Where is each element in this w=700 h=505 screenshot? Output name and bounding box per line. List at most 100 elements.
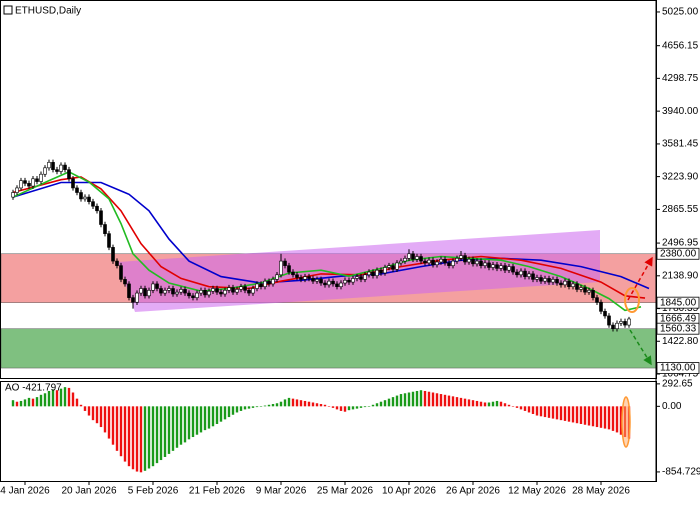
candle-body — [559, 282, 563, 286]
level-box — [656, 247, 700, 260]
candle-body — [603, 311, 607, 317]
candle-body — [571, 283, 575, 287]
oscillator-bar — [243, 406, 247, 410]
candle-body — [619, 321, 623, 324]
highlight — [621, 396, 631, 448]
candle-body — [167, 288, 171, 291]
oscillator-bar — [231, 406, 235, 415]
candle-body — [415, 256, 419, 260]
candle-body — [39, 173, 43, 182]
oscillator-bar — [383, 400, 387, 407]
oscillator-bar — [307, 401, 311, 407]
oscillator-bar — [235, 406, 239, 413]
oscillator-bar — [615, 406, 619, 433]
oscillator-label: AO -421.797 — [5, 383, 62, 394]
symbol-icon — [3, 5, 13, 15]
oscillator-bar — [559, 406, 563, 421]
candle-body — [199, 290, 203, 294]
oscillator-bar — [415, 390, 419, 407]
oscillator-bar — [79, 404, 83, 407]
candle-body — [367, 271, 371, 276]
oscillator-bar — [247, 406, 251, 409]
candle-body — [599, 301, 603, 312]
y-tick-label: 2496.95 — [662, 238, 699, 249]
candle-body — [255, 283, 259, 289]
candle-body — [343, 279, 347, 284]
candle-body — [623, 321, 627, 326]
candle-body — [155, 283, 159, 289]
candle-body — [223, 290, 227, 295]
oscillator-bar — [587, 406, 591, 426]
candle-body — [27, 183, 31, 187]
oscillator-bar — [215, 406, 219, 424]
candle-body — [299, 277, 303, 280]
oscillator-bar — [323, 404, 327, 407]
candle-body — [591, 290, 595, 298]
oscillator-bar — [319, 404, 323, 407]
oscillator-bar — [223, 406, 227, 420]
candle-body — [511, 266, 515, 273]
oscillator-bar — [555, 406, 559, 420]
oscillator-bar — [171, 406, 175, 451]
candle-body — [119, 265, 123, 280]
x-tick-label: 5 Feb 2026 — [128, 486, 179, 497]
candle-body — [607, 315, 611, 326]
oscillator-bar — [75, 398, 79, 407]
oscillator-bar — [315, 403, 319, 407]
oscillator-bar — [15, 401, 19, 407]
oscillator-bar — [239, 406, 243, 411]
x-tick-label: 12 May 2026 — [508, 486, 566, 497]
y-tick-label: 5025.00 — [662, 7, 699, 18]
oscillator-bar — [575, 406, 579, 424]
candle-body — [527, 273, 531, 277]
candle-body — [47, 162, 51, 169]
oscillator-bar — [167, 406, 171, 454]
candle-body — [235, 289, 239, 293]
oscillator-tick-label: -854.729 — [662, 467, 700, 478]
candle-body — [551, 279, 555, 283]
candle-body — [439, 258, 443, 263]
candle-body — [459, 255, 463, 259]
candle-body — [183, 289, 187, 294]
oscillator-bar — [95, 406, 99, 424]
candle-body — [23, 180, 27, 184]
oscillator-bar — [303, 400, 307, 407]
oscillator-bar — [347, 406, 351, 411]
y-tick-label: 2865.55 — [662, 204, 699, 215]
candle-body — [51, 162, 55, 170]
x-tick-label: 4 Jan 2026 — [0, 486, 50, 497]
oscillator-bar — [451, 396, 455, 407]
oscillator-bar — [159, 406, 163, 461]
oscillator-bar — [551, 406, 555, 419]
candle-body — [583, 287, 587, 293]
oscillator-bar — [583, 406, 587, 425]
oscillator-bar — [311, 402, 315, 407]
candle-body — [55, 169, 59, 172]
candle-body — [107, 233, 111, 248]
y-tick-label: 3223.90 — [662, 171, 699, 182]
candle-body — [515, 271, 519, 276]
candle-body — [547, 278, 551, 283]
candle-body — [399, 260, 403, 264]
y-tick-label: 4298.75 — [662, 73, 699, 84]
candle-body — [311, 278, 315, 282]
oscillator-bar — [399, 394, 403, 407]
candle-body — [31, 178, 35, 187]
level-box — [656, 362, 700, 374]
oscillator-bar — [83, 406, 87, 411]
candle-body — [207, 290, 211, 296]
oscillator-bar — [611, 406, 615, 431]
oscillator-bar — [143, 406, 147, 471]
candle-body — [287, 265, 291, 273]
candle-body — [575, 283, 579, 290]
oscillator-bar — [439, 394, 443, 407]
oscillator-bar — [371, 404, 375, 407]
oscillator-bar — [359, 406, 363, 408]
oscillator-bar — [431, 392, 435, 407]
oscillator-bar — [27, 397, 31, 407]
oscillator-bar — [335, 406, 339, 410]
oscillator-bar — [423, 390, 427, 407]
level-label: 1845.00 — [660, 297, 697, 308]
candle-body — [359, 276, 363, 280]
